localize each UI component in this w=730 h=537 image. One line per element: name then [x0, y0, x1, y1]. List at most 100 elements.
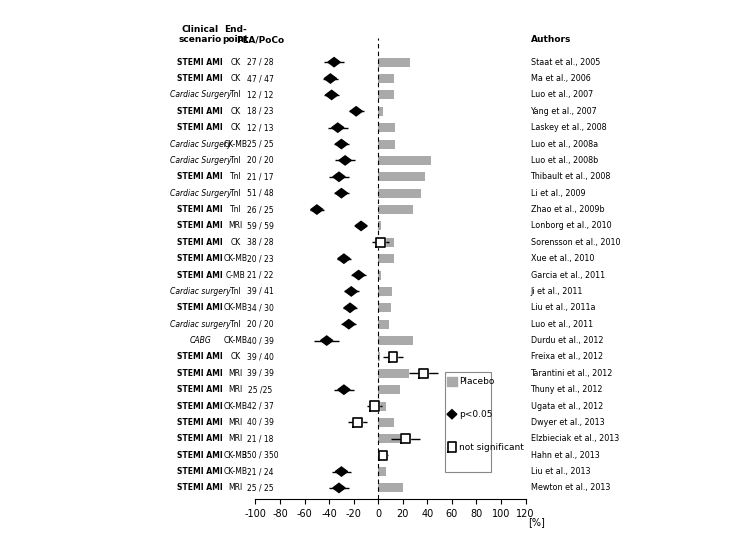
Polygon shape [355, 221, 367, 230]
Text: CK-MB: CK-MB [224, 140, 248, 149]
Text: 12 / 12: 12 / 12 [247, 90, 274, 99]
Bar [378, 221, 381, 230]
Text: Dwyer et al., 2013: Dwyer et al., 2013 [531, 418, 604, 427]
Text: 20 / 20: 20 / 20 [247, 156, 274, 165]
Bar [378, 385, 400, 394]
Polygon shape [401, 434, 410, 444]
Text: CK: CK [231, 238, 241, 247]
Bar [378, 451, 385, 460]
Text: CK: CK [231, 123, 241, 132]
Text: Xue et al., 2010: Xue et al., 2010 [531, 254, 594, 263]
Text: 21 / 22: 21 / 22 [247, 271, 274, 280]
Text: TnI: TnI [230, 172, 242, 182]
Text: Ugata et al., 2012: Ugata et al., 2012 [531, 402, 603, 411]
Polygon shape [370, 402, 379, 411]
Polygon shape [353, 271, 365, 280]
Bar [378, 74, 394, 83]
Text: STEMI AMI: STEMI AMI [177, 107, 223, 116]
Text: CK: CK [231, 74, 241, 83]
Text: Luo et al., 2008b: Luo et al., 2008b [531, 156, 598, 165]
Text: CK-MB: CK-MB [224, 254, 248, 263]
Text: MRI: MRI [228, 221, 243, 230]
Text: 18 / 23: 18 / 23 [247, 107, 274, 116]
Text: PLA/PoCo: PLA/PoCo [237, 35, 285, 44]
Text: [%]: [%] [528, 518, 545, 527]
Text: STEMI AMI: STEMI AMI [177, 434, 223, 444]
Text: MRI: MRI [228, 483, 243, 492]
Text: Garcia et al., 2011: Garcia et al., 2011 [531, 271, 604, 280]
Text: 12 / 13: 12 / 13 [247, 123, 274, 132]
Text: 25 / 25: 25 / 25 [247, 140, 274, 149]
Text: 39 / 39: 39 / 39 [247, 369, 274, 378]
Text: Cardiac Surgery: Cardiac Surgery [169, 188, 231, 198]
Text: STEMI AMI: STEMI AMI [177, 402, 223, 411]
Text: STEMI AMI: STEMI AMI [177, 271, 223, 280]
Text: STEMI AMI: STEMI AMI [177, 385, 223, 394]
Polygon shape [320, 336, 333, 345]
Text: Cardiac Surgery: Cardiac Surgery [169, 90, 231, 99]
Text: STEMI AMI: STEMI AMI [177, 352, 223, 361]
Text: TnI: TnI [230, 90, 242, 99]
Bar [378, 107, 383, 116]
Text: CK: CK [231, 107, 241, 116]
Polygon shape [339, 156, 351, 165]
Text: 47 / 47: 47 / 47 [247, 74, 274, 83]
Text: CABG: CABG [189, 336, 211, 345]
Polygon shape [335, 467, 347, 476]
Text: MRI: MRI [228, 434, 243, 444]
Text: CK-MB: CK-MB [224, 303, 248, 313]
Text: 350 / 350: 350 / 350 [242, 451, 279, 460]
Text: STEMI AMI: STEMI AMI [177, 451, 223, 460]
Polygon shape [331, 123, 344, 132]
Polygon shape [333, 172, 345, 182]
Text: Elzbieciak et al., 2013: Elzbieciak et al., 2013 [531, 434, 619, 444]
Text: 25 / 25: 25 / 25 [247, 483, 274, 492]
Text: Mewton et al., 2013: Mewton et al., 2013 [531, 483, 610, 492]
Text: Lonborg et al., 2010: Lonborg et al., 2010 [531, 221, 611, 230]
Text: 40 / 39: 40 / 39 [247, 336, 274, 345]
Text: Ji et al., 2011: Ji et al., 2011 [531, 287, 583, 296]
Text: Hahn et al., 2013: Hahn et al., 2013 [531, 451, 599, 460]
Text: 26 / 25: 26 / 25 [247, 205, 274, 214]
Text: Laskey et al., 2008: Laskey et al., 2008 [531, 123, 606, 132]
Text: STEMI AMI: STEMI AMI [177, 254, 223, 263]
Text: CK-MB: CK-MB [224, 451, 248, 460]
Text: Yang et al., 2007: Yang et al., 2007 [531, 107, 597, 116]
Text: Luo et al., 2008a: Luo et al., 2008a [531, 140, 598, 149]
Text: STEMI AMI: STEMI AMI [177, 483, 223, 492]
Text: Clinical
scenario: Clinical scenario [179, 25, 222, 44]
Bar [378, 418, 394, 427]
Text: TnI: TnI [230, 188, 242, 198]
Text: 40 / 39: 40 / 39 [247, 418, 274, 427]
Text: 25 /25: 25 /25 [248, 385, 272, 394]
Bar [378, 57, 410, 67]
Text: MRI: MRI [228, 418, 243, 427]
Text: 20 / 20: 20 / 20 [247, 320, 274, 329]
Text: Tarantini et al., 2012: Tarantini et al., 2012 [531, 369, 613, 378]
Polygon shape [324, 74, 337, 83]
Text: Durdu et al., 2012: Durdu et al., 2012 [531, 336, 603, 345]
Text: 20 / 23: 20 / 23 [247, 254, 274, 263]
Text: 21 / 17: 21 / 17 [247, 172, 274, 182]
Polygon shape [379, 451, 388, 460]
Text: TnI: TnI [230, 205, 242, 214]
Bar [378, 123, 396, 132]
Bar [378, 336, 412, 345]
Text: MRI: MRI [228, 385, 243, 394]
Text: Cardiac Surgery: Cardiac Surgery [169, 140, 231, 149]
Polygon shape [447, 410, 457, 419]
Text: STEMI AMI: STEMI AMI [177, 369, 223, 378]
Text: 21 / 24: 21 / 24 [247, 467, 274, 476]
Bar [378, 402, 385, 411]
Text: Cardiac surgery: Cardiac surgery [170, 287, 231, 296]
Polygon shape [344, 303, 356, 313]
Bar [378, 287, 392, 296]
Text: Cardiac Surgery: Cardiac Surgery [169, 156, 231, 165]
Text: Luo et al., 2007: Luo et al., 2007 [531, 90, 593, 99]
Bar [378, 205, 412, 214]
Bar [378, 238, 394, 247]
Polygon shape [345, 287, 358, 296]
Text: STEMI AMI: STEMI AMI [177, 418, 223, 427]
Text: C-MB: C-MB [226, 271, 246, 280]
Bar [378, 320, 389, 329]
